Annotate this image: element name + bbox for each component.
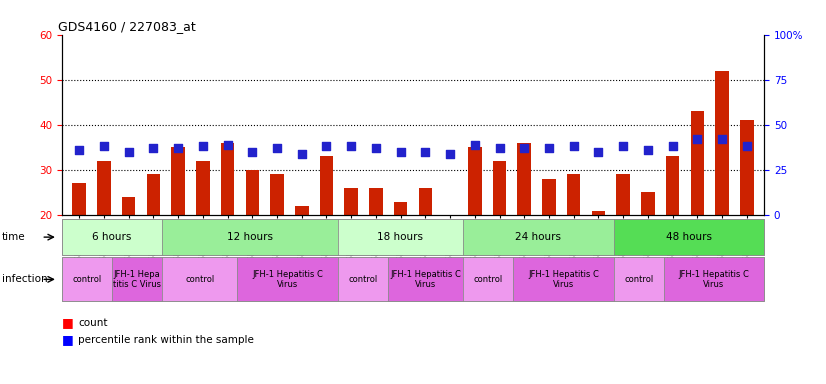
Bar — [171, 147, 185, 215]
Text: JFH-1 Hepatitis C
Virus: JFH-1 Hepatitis C Virus — [678, 270, 749, 289]
Point — [567, 143, 581, 149]
Bar — [493, 161, 506, 215]
Point — [73, 147, 86, 153]
Text: percentile rank within the sample: percentile rank within the sample — [78, 335, 254, 345]
Point — [147, 145, 160, 151]
Text: control: control — [473, 275, 503, 284]
Bar — [641, 192, 655, 215]
Point — [468, 142, 482, 148]
Point — [543, 145, 556, 151]
Point — [320, 143, 333, 149]
Bar — [616, 174, 630, 215]
Bar — [147, 174, 160, 215]
Bar — [295, 206, 309, 215]
Bar — [196, 161, 210, 215]
Bar — [419, 188, 432, 215]
Point — [691, 136, 704, 142]
Point — [245, 149, 259, 155]
Bar — [691, 111, 704, 215]
Text: control: control — [73, 275, 102, 284]
Text: JFH-1 Hepatitis C
Virus: JFH-1 Hepatitis C Virus — [390, 270, 461, 289]
Bar — [591, 210, 605, 215]
Text: JFH-1 Hepatitis C
Virus: JFH-1 Hepatitis C Virus — [252, 270, 323, 289]
Bar — [97, 161, 111, 215]
Bar — [270, 174, 284, 215]
Text: JFH-1 Hepa
titis C Virus: JFH-1 Hepa titis C Virus — [113, 270, 161, 289]
Text: count: count — [78, 318, 108, 328]
Point — [641, 147, 654, 153]
Bar — [567, 174, 581, 215]
Text: 24 hours: 24 hours — [515, 232, 562, 242]
Bar — [517, 143, 531, 215]
Bar — [666, 156, 679, 215]
Point — [172, 145, 185, 151]
Bar — [715, 71, 729, 215]
Point — [419, 149, 432, 155]
Text: 6 hours: 6 hours — [93, 232, 132, 242]
Point — [666, 143, 679, 149]
Point — [493, 145, 506, 151]
Bar — [369, 188, 382, 215]
Text: ■: ■ — [62, 333, 74, 346]
Text: control: control — [624, 275, 653, 284]
Point — [715, 136, 729, 142]
Bar — [468, 147, 482, 215]
Point — [616, 143, 629, 149]
Text: 18 hours: 18 hours — [377, 232, 424, 242]
Text: infection: infection — [2, 274, 47, 285]
Bar — [320, 156, 333, 215]
Point — [394, 149, 407, 155]
Point — [518, 145, 531, 151]
Bar — [73, 184, 86, 215]
Text: 48 hours: 48 hours — [666, 232, 712, 242]
Point — [344, 143, 358, 149]
Text: GDS4160 / 227083_at: GDS4160 / 227083_at — [59, 20, 197, 33]
Point — [197, 143, 210, 149]
Bar — [740, 120, 753, 215]
Bar — [394, 202, 407, 215]
Point — [591, 149, 605, 155]
Text: ■: ■ — [62, 316, 74, 329]
Point — [270, 145, 283, 151]
Text: control: control — [185, 275, 215, 284]
Bar — [542, 179, 556, 215]
Bar — [344, 188, 358, 215]
Point — [221, 142, 235, 148]
Bar — [122, 197, 135, 215]
Point — [295, 151, 308, 157]
Text: 12 hours: 12 hours — [227, 232, 273, 242]
Point — [740, 143, 753, 149]
Point — [97, 143, 111, 149]
Point — [444, 151, 457, 157]
Bar — [245, 170, 259, 215]
Text: control: control — [349, 275, 377, 284]
Point — [122, 149, 135, 155]
Text: time: time — [2, 232, 26, 242]
Bar — [221, 143, 235, 215]
Point — [369, 145, 382, 151]
Text: JFH-1 Hepatitis C
Virus: JFH-1 Hepatitis C Virus — [528, 270, 599, 289]
